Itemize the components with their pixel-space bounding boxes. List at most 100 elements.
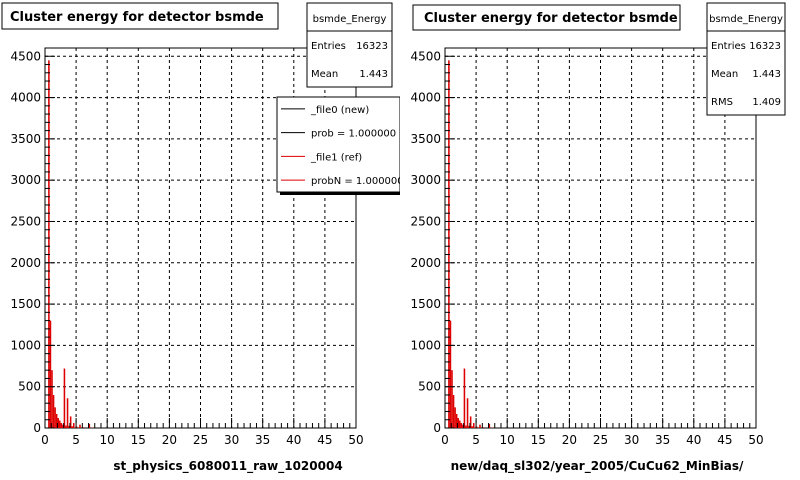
plot-area: [444, 47, 757, 429]
stats-label: Mean: [711, 69, 738, 80]
histogram-bar: [57, 418, 59, 428]
y-tick-label: 3500: [10, 132, 41, 146]
x-tick-label: 50: [748, 433, 763, 447]
histogram-bar: [49, 320, 52, 428]
chart-title-box: [1, 2, 279, 30]
x-tick-label: 0: [441, 433, 449, 447]
histogram-bar: [463, 368, 466, 428]
axis-ticks: 0 5 10 15 20 25 30 35 40 45 5005001000150020002500…: [10, 47, 364, 447]
histogram-bar: [68, 425, 70, 428]
gridlines: [445, 48, 756, 428]
chart-title-box: [412, 4, 681, 31]
legend-label: probN = 1.000000: [311, 176, 400, 187]
histogram-bar: [48, 60, 50, 429]
histogram-bar: [465, 425, 467, 428]
y-tick-label: 4500: [10, 49, 41, 63]
stats-value: 1.443: [752, 69, 781, 80]
legend-label: _file1 (ref): [310, 152, 362, 163]
x-tick-label: 15: [531, 433, 546, 447]
histogram-bar: [476, 426, 478, 428]
axis-ticks: 0 5 10 15 20 25 30 35 40 45 5005001000150020002500…: [410, 47, 764, 447]
histogram-bar: [455, 413, 458, 428]
y-tick-label: 4500: [410, 49, 441, 63]
stats-value: 16323: [356, 41, 388, 52]
histogram-bar: [76, 426, 78, 428]
stats-label: Mean: [311, 69, 338, 80]
y-tick-label: 1500: [10, 297, 41, 311]
chart-panel-left: Cluster energy for detector bsmde 0 5 10 15…: [1, 2, 400, 474]
stats-value: 1.409: [752, 97, 781, 108]
x-tick-label: 30: [624, 433, 639, 447]
y-tick-label: 4000: [410, 91, 441, 105]
x-tick-label: 5: [472, 433, 480, 447]
x-axis-label: st_physics_6080011_raw_1020004: [113, 459, 342, 474]
x-tick-label: 20: [562, 433, 577, 447]
stats-label: Entries: [711, 41, 746, 52]
chart-title: Cluster energy for detector bsmde: [10, 10, 264, 25]
legend: _file0 (new) prob = 1.000000 _file1 (ref) p…: [276, 96, 400, 195]
chart-title: Cluster energy for detector bsmde: [424, 11, 678, 26]
histogram-bar: [63, 368, 66, 428]
x-tick-label: 5: [72, 433, 80, 447]
histogram-bar: [466, 398, 469, 428]
x-tick-label: 0: [41, 433, 49, 447]
histogram-bar: [79, 424, 81, 428]
histogram-bar: [449, 320, 452, 428]
x-tick-label: 50: [348, 433, 363, 447]
x-axis-label: new/daq_sl302/year_2005/CuCu62_MinBias/: [451, 459, 744, 474]
x-tick-label: 10: [100, 433, 115, 447]
y-tick-label: 1000: [410, 338, 441, 352]
x-tick-label: 45: [317, 433, 332, 447]
histogram-bar: [52, 394, 55, 428]
histogram-bar: [60, 423, 63, 428]
histogram-bar: [88, 423, 91, 428]
y-tick-label: 2500: [10, 214, 41, 228]
stats-box: bsmde_Energy Entries 16323 Mean 1.443 RMS 1.40…: [706, 2, 786, 116]
y-tick-label: 1000: [10, 338, 41, 352]
histogram-bar: [479, 424, 481, 428]
legend-label: _file0 (new): [310, 105, 369, 116]
histogram-bar: [54, 407, 56, 428]
x-tick-label: 40: [286, 433, 301, 447]
y-tick-label: 2000: [410, 256, 441, 270]
histogram-chart: Cluster energy for detector bsmde 0 5 10 15…: [410, 2, 786, 474]
y-tick-label: 3000: [10, 173, 41, 187]
histogram-bar: [482, 427, 484, 428]
histogram-bar: [448, 60, 450, 429]
histogram: [448, 60, 494, 429]
histogram-bar: [65, 425, 67, 428]
y-tick-label: 4000: [10, 91, 41, 105]
y-tick-label: 2000: [10, 256, 41, 270]
x-tick-label: 25: [593, 433, 608, 447]
stats-name: bsmde_Energy: [313, 14, 387, 25]
histogram-bar: [462, 424, 464, 428]
x-tick-label: 15: [131, 433, 146, 447]
y-tick-label: 500: [18, 380, 41, 394]
x-tick-label: 20: [162, 433, 177, 447]
histogram-bar: [488, 423, 491, 428]
histogram-bar: [452, 394, 455, 428]
histogram-bar: [469, 416, 472, 428]
y-tick-label: 3000: [410, 173, 441, 187]
stats-label: RMS: [711, 97, 733, 108]
histogram-bar: [82, 427, 84, 428]
y-tick-label: 1500: [410, 297, 441, 311]
x-tick-label: 25: [193, 433, 208, 447]
x-tick-label: 30: [224, 433, 239, 447]
histogram-bar: [457, 418, 459, 428]
y-tick-label: 0: [33, 421, 41, 435]
legend-frame: [276, 96, 400, 193]
histogram-bar: [468, 425, 470, 428]
x-tick-label: 35: [255, 433, 270, 447]
chart-panel-right: Cluster energy for detector bsmde 0 5 10 15…: [400, 0, 800, 480]
histogram-bar: [451, 370, 453, 428]
y-tick-label: 2500: [410, 214, 441, 228]
y-tick-label: 0: [433, 421, 441, 435]
histogram-bar: [460, 423, 463, 428]
stats-box: bsmde_Energy Entries 16323 Mean 1.443: [306, 2, 393, 88]
histogram-bar: [69, 416, 72, 428]
histogram-bar: [471, 426, 473, 428]
stats-box-frame: [306, 2, 393, 88]
histogram-bar: [458, 420, 461, 428]
y-tick-label: 500: [418, 380, 441, 394]
